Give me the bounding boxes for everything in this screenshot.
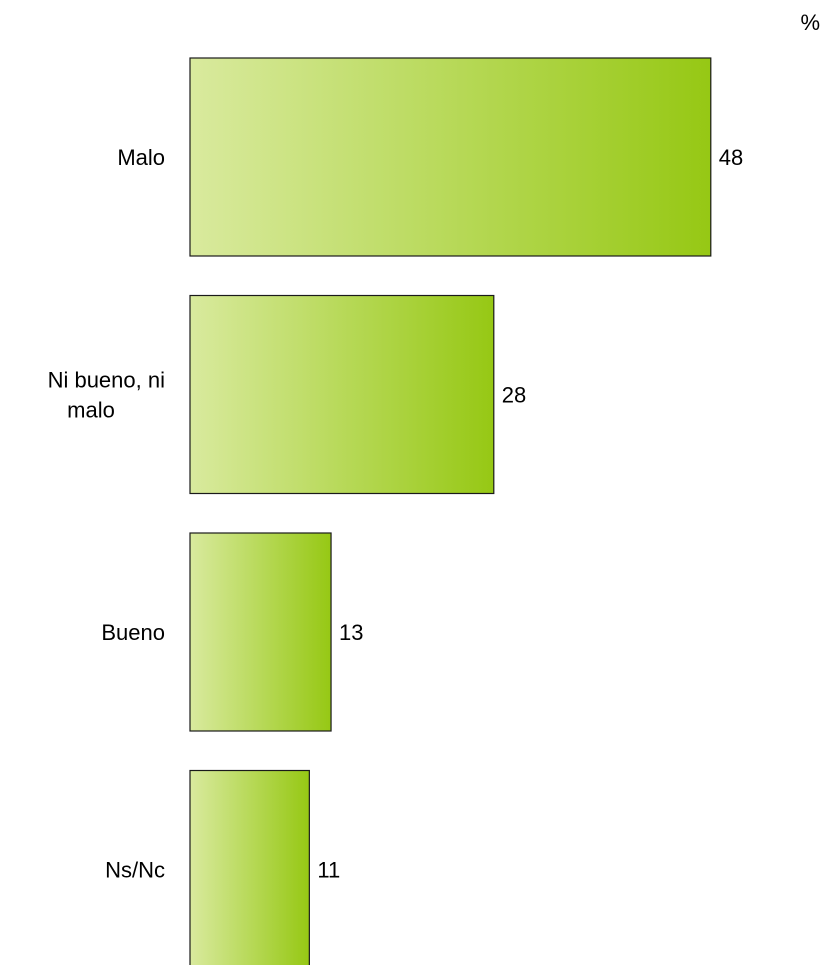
category-label: Malo (117, 145, 165, 170)
category-label: malo (67, 398, 115, 423)
category-label: Ni bueno, ni (48, 368, 165, 393)
data-label: 11 (317, 858, 340, 883)
unit-label: % (800, 10, 820, 35)
category-label: Ns/Nc (105, 858, 165, 883)
bar (189, 294, 495, 495)
bars-group: 48 Malo 28 Ni bueno, ni malo 13 Bueno 11 Ns/Nc (48, 57, 743, 965)
data-label: 28 (502, 383, 526, 408)
data-label: 48 (719, 145, 743, 170)
bar (189, 769, 310, 965)
data-label: 13 (339, 620, 363, 645)
bar (189, 57, 712, 257)
category-label: Bueno (101, 620, 165, 645)
bar (189, 532, 332, 732)
